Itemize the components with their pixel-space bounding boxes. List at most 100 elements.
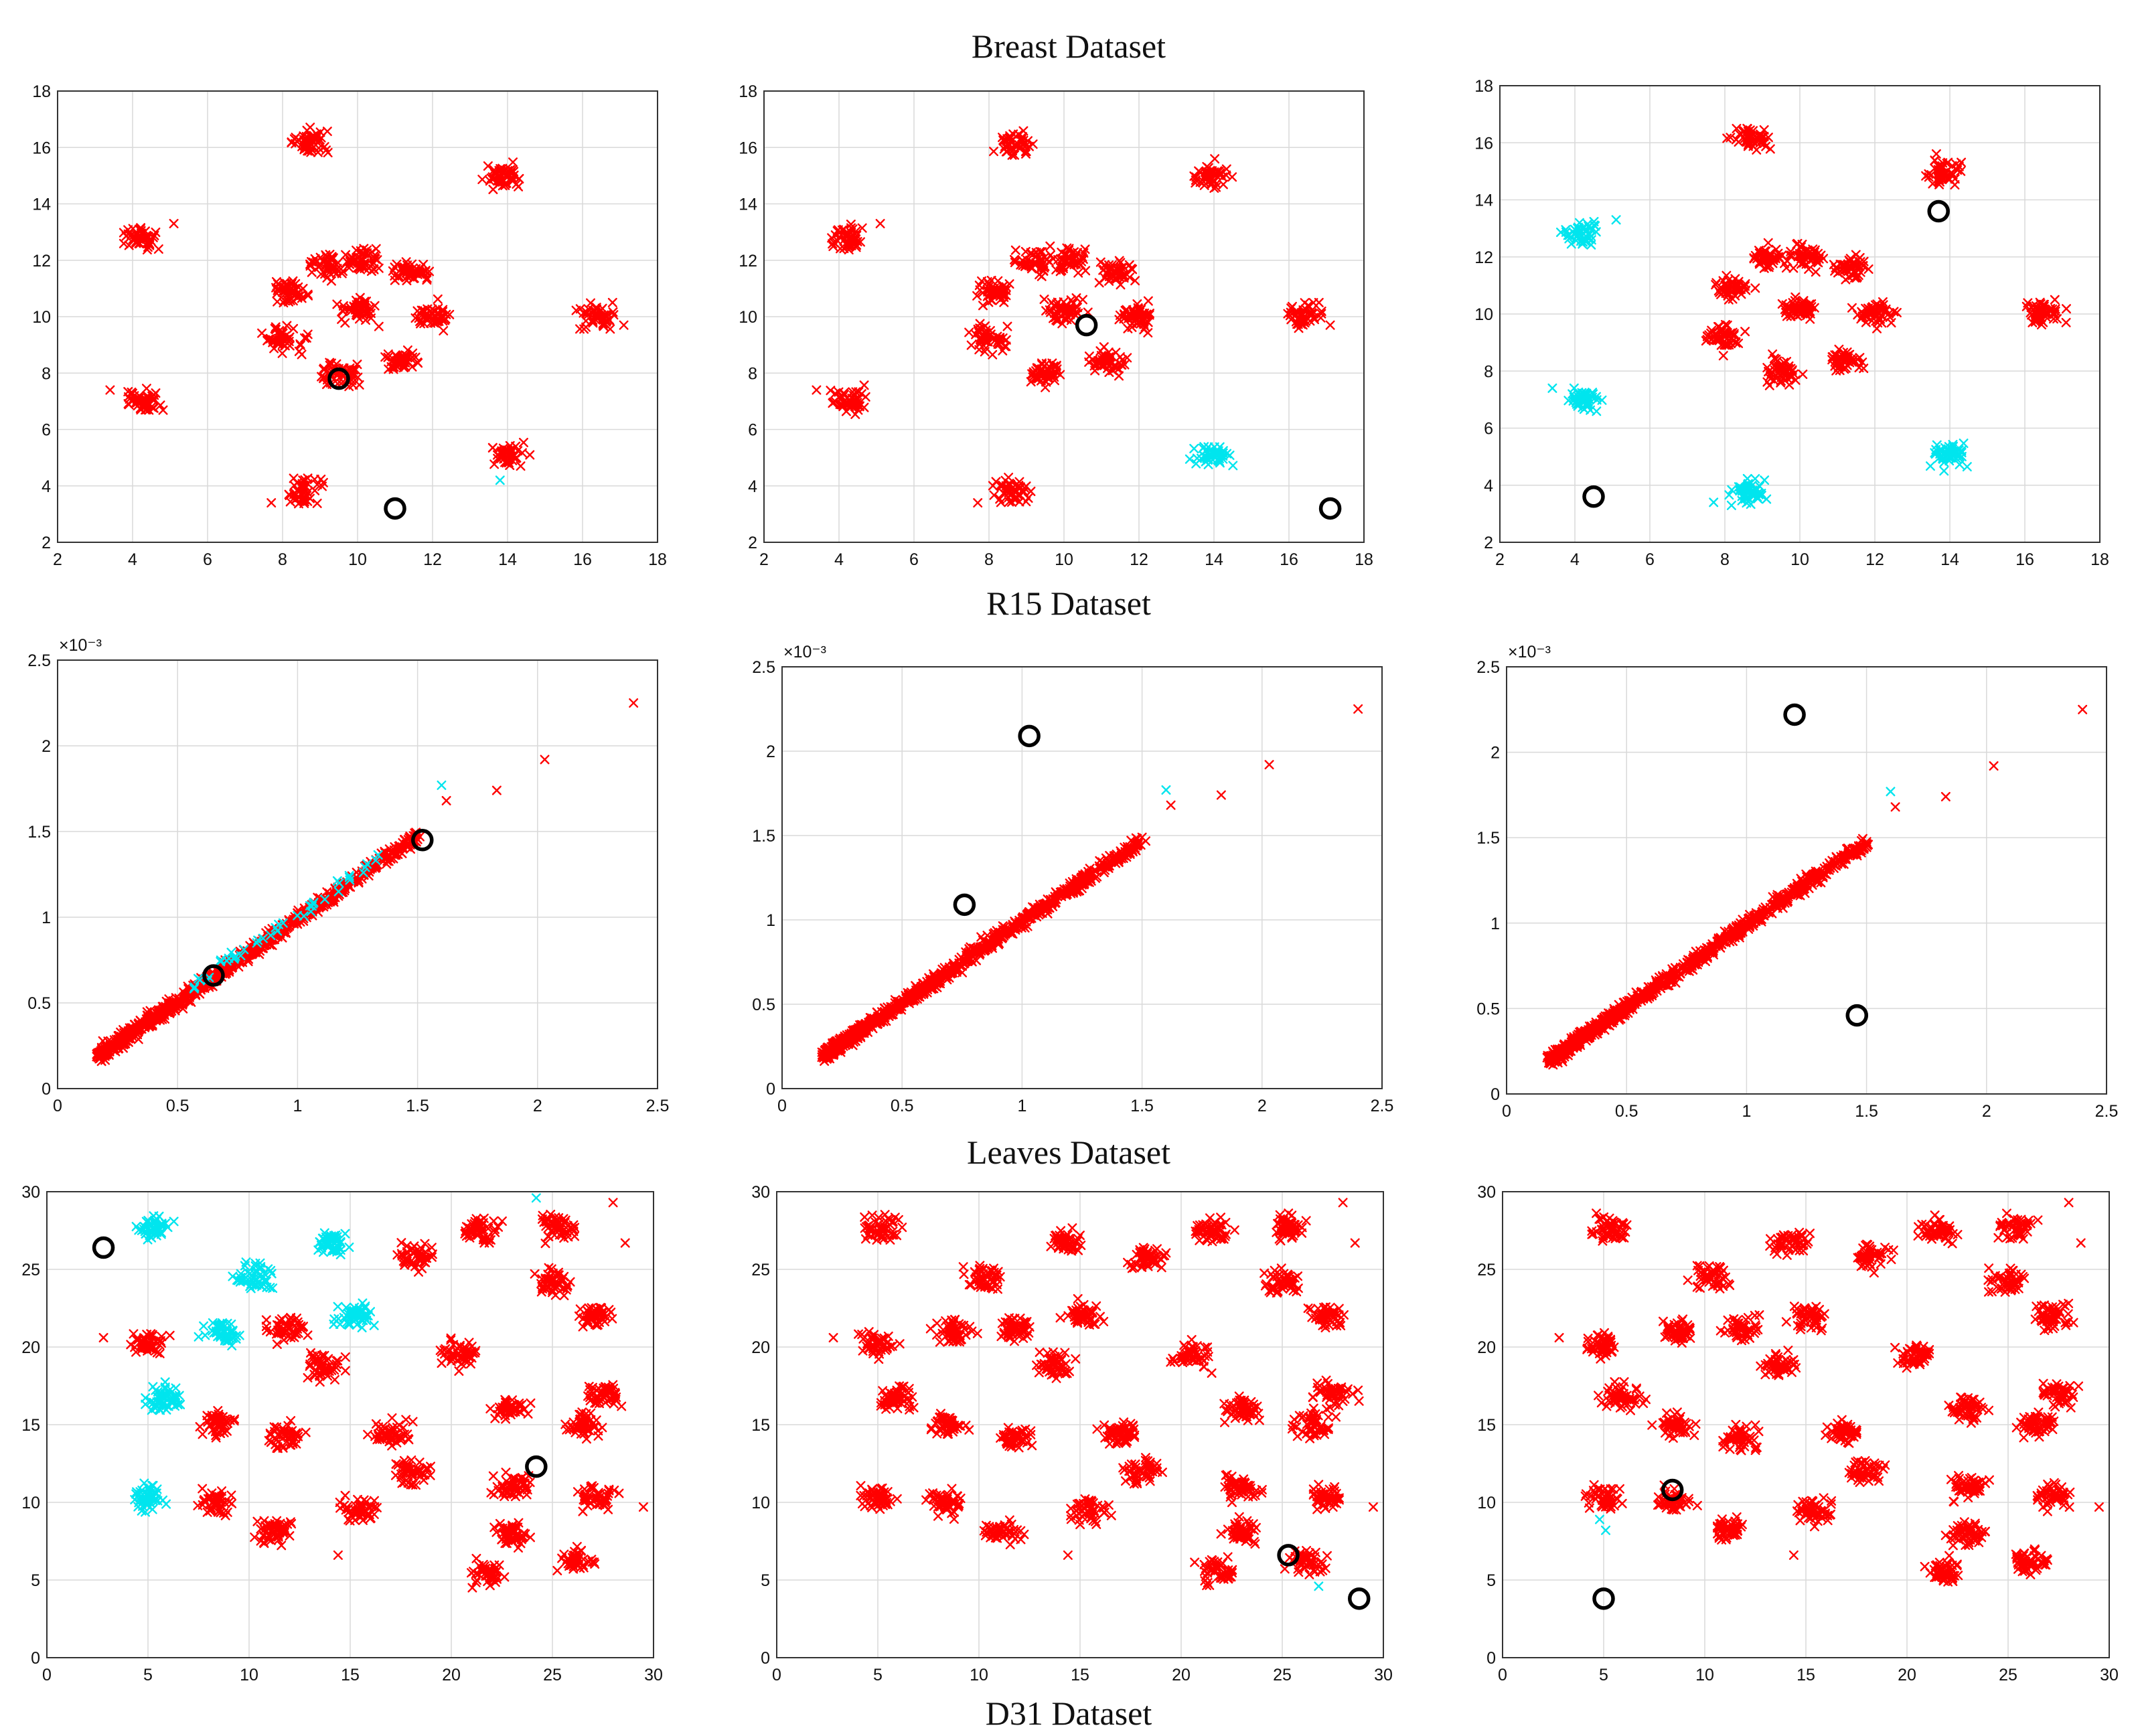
x-tick-label: 2 [53, 550, 62, 569]
y-tick-label: 1 [42, 909, 51, 927]
y-tick-label: 0 [1491, 1085, 1500, 1104]
point [999, 292, 1009, 302]
point [1228, 461, 1238, 471]
point [314, 262, 324, 272]
x-tick-label: 8 [1720, 550, 1730, 569]
point [303, 291, 313, 301]
outlier-point [169, 218, 179, 228]
x-tick-label: 8 [278, 550, 287, 569]
cluster [123, 384, 168, 415]
point [149, 396, 159, 406]
x-tick-label: 0.5 [166, 1097, 189, 1115]
y-tick-label: 12 [739, 252, 757, 270]
point [964, 327, 974, 337]
point [839, 388, 849, 398]
y-tick-label: 0.5 [752, 996, 775, 1014]
point [1298, 315, 1308, 325]
point [297, 490, 307, 500]
y-scale-label: ×10⁻³ [59, 636, 102, 655]
point [324, 258, 334, 268]
point [978, 301, 988, 311]
point [1211, 179, 1221, 189]
point [599, 318, 609, 328]
point [132, 398, 142, 408]
x-tick-label: 10 [1790, 550, 1809, 569]
point [830, 396, 840, 406]
point [1316, 309, 1326, 319]
x-tick-label: 0.5 [891, 1097, 914, 1115]
point [433, 294, 443, 304]
point [1002, 147, 1012, 157]
y-tick-label: 2.5 [752, 658, 775, 677]
point [352, 360, 362, 370]
point [843, 229, 853, 239]
point [1006, 133, 1016, 143]
y-tick-label: 2 [766, 742, 775, 761]
point [127, 387, 137, 397]
y-tick-label: 1 [766, 911, 775, 930]
point [1213, 455, 1223, 465]
point [383, 349, 393, 360]
point [317, 481, 327, 491]
point [1021, 481, 1031, 491]
point [996, 287, 1006, 297]
x-tick-label: 1 [1742, 1102, 1751, 1121]
x-tick-label: 6 [203, 550, 212, 569]
point [309, 142, 319, 152]
point [984, 279, 994, 289]
y-tick-label: 8 [748, 364, 757, 383]
x-tick-label: 6 [909, 550, 919, 569]
point [303, 487, 313, 497]
point [496, 165, 506, 175]
y-tick-label: 16 [32, 139, 51, 157]
y-tick-label: 10 [1474, 305, 1493, 324]
point [295, 339, 305, 349]
point [989, 490, 999, 500]
cluster [1185, 442, 1238, 471]
point [514, 174, 524, 183]
x-tick-label: 1.5 [1855, 1102, 1878, 1121]
y-tick-label: 2 [42, 534, 51, 552]
outlier-point [105, 385, 115, 395]
point [988, 481, 998, 491]
y-tick-label: 8 [1484, 362, 1493, 381]
point [128, 234, 138, 244]
point [135, 234, 145, 244]
outlier-point [619, 320, 629, 330]
x-tick-label: 16 [1280, 550, 1298, 569]
point [1195, 177, 1205, 187]
point [309, 474, 319, 484]
x-tick-label: 1 [293, 1097, 302, 1115]
cluster [388, 257, 435, 286]
point [856, 237, 866, 247]
point [1304, 301, 1314, 311]
point [305, 261, 315, 271]
data-points [812, 126, 1342, 520]
point [575, 324, 585, 334]
y-scale-label: ×10⁻³ [1508, 643, 1551, 661]
point [857, 223, 867, 233]
y-tick-label: 2 [1484, 534, 1493, 552]
cluster [972, 275, 1014, 311]
x-tick-label: 14 [498, 550, 517, 569]
point [439, 326, 449, 336]
y-tick-label: 1.5 [1476, 829, 1500, 848]
point [966, 340, 976, 350]
point [340, 318, 350, 328]
y-tick-label: 10 [32, 308, 51, 327]
point [354, 261, 364, 271]
y-tick-label: 14 [32, 195, 51, 214]
cluster [380, 345, 423, 374]
data-points [105, 123, 629, 520]
point [339, 305, 350, 315]
point [998, 480, 1008, 490]
point [374, 321, 384, 331]
point [1005, 487, 1015, 497]
y-tick-label: 14 [1474, 191, 1493, 210]
point [345, 363, 355, 373]
point [1018, 126, 1028, 136]
point [830, 230, 840, 240]
point [983, 287, 993, 297]
cluster-center-marker [384, 497, 406, 520]
